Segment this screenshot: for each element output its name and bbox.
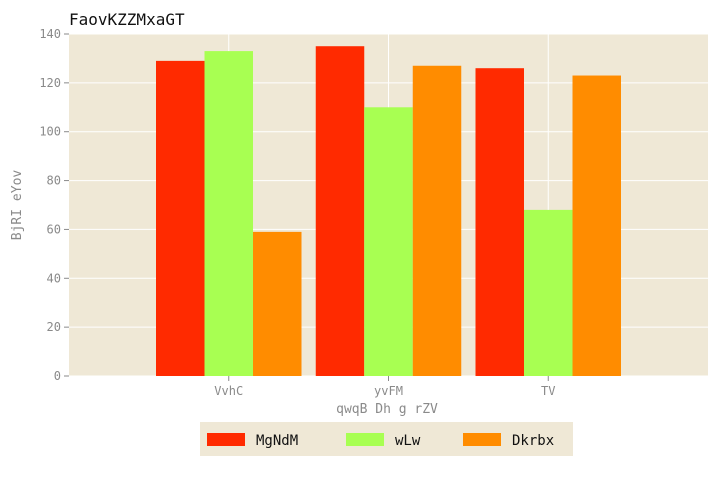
y-tick-label: 100 xyxy=(39,125,61,139)
x-tick-label: TV xyxy=(541,384,555,398)
legend-label-MgNdM: MgNdM xyxy=(256,433,298,449)
y-tick-label: 0 xyxy=(54,369,61,383)
x-tick-label: yvFM xyxy=(374,384,403,398)
bar-wLw-TV xyxy=(524,209,573,376)
y-tick-label: 60 xyxy=(47,222,61,236)
bar-Dkrbx-yvFM xyxy=(412,65,462,376)
legend: MgNdM wLw Dkrbx xyxy=(200,422,573,456)
legend-label-wLw: wLw xyxy=(395,433,421,449)
y-tick-label: 80 xyxy=(47,174,61,188)
legend-swatch-MgNdM xyxy=(207,433,245,446)
y-tick-label: 40 xyxy=(47,271,61,285)
bar-MgNdM-VvhC xyxy=(156,60,205,376)
y-tick-label: 140 xyxy=(39,27,61,41)
y-tick-label: 20 xyxy=(47,320,61,334)
y-tick-label: 120 xyxy=(39,76,61,90)
y-axis-label: BjRI eYov xyxy=(10,170,25,241)
bar-Dkrbx-VvhC xyxy=(253,231,302,376)
x-axis-ticks: VvhC yvFM TV xyxy=(214,376,555,398)
legend-box xyxy=(200,422,573,456)
legend-swatch-Dkrbx xyxy=(463,433,501,446)
bar-Dkrbx-TV xyxy=(572,75,621,377)
y-axis-ticks: 0 20 40 60 80 100 120 140 xyxy=(39,27,69,383)
legend-label-Dkrbx: Dkrbx xyxy=(512,433,554,449)
bar-wLw-yvFM xyxy=(364,107,413,377)
x-axis-label: qwqB Dh g rZV xyxy=(336,402,438,417)
legend-swatch-wLw xyxy=(346,433,384,446)
bar-MgNdM-TV xyxy=(475,68,524,376)
x-tick-label: VvhC xyxy=(214,384,243,398)
bar-wLw-VvhC xyxy=(204,51,253,376)
bar-MgNdM-yvFM xyxy=(315,46,365,376)
chart-title: FaovKZZMxaGT xyxy=(69,10,185,29)
bars xyxy=(156,46,621,377)
